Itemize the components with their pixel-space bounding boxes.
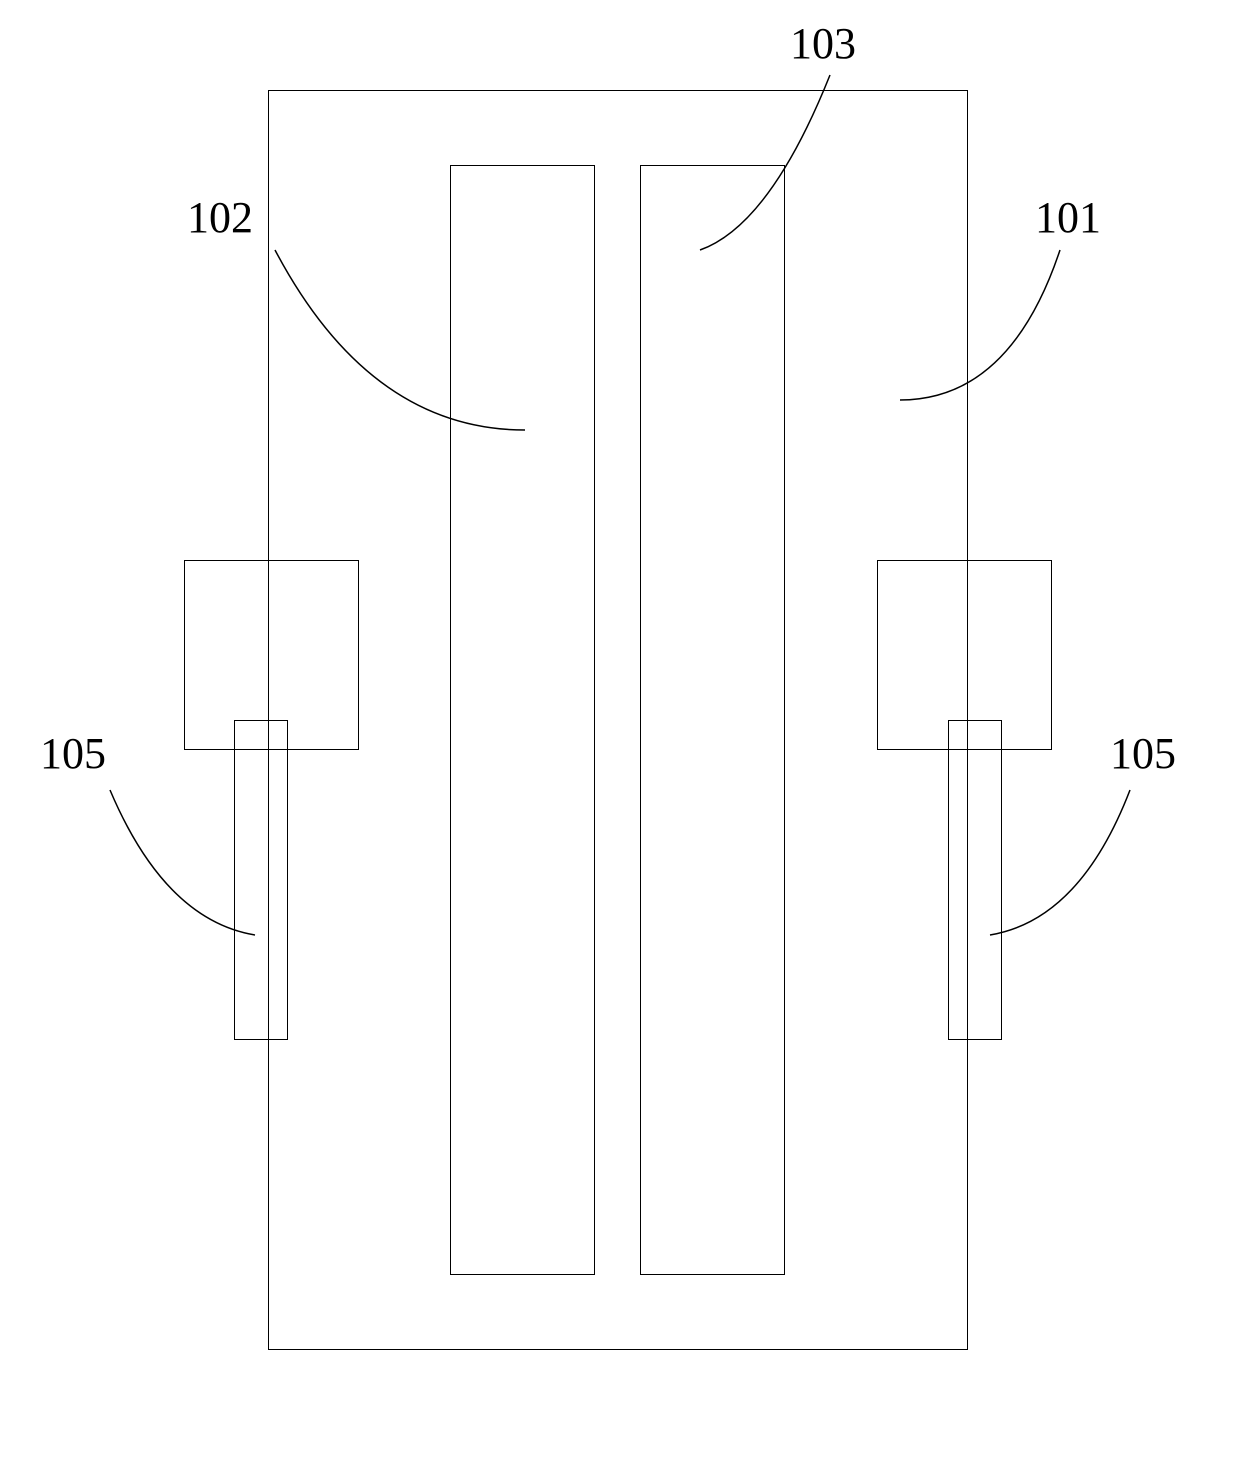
leader-105-right (990, 790, 1130, 935)
outer-rectangle-101 (268, 90, 968, 1350)
label-105-right: 105 (1110, 728, 1176, 779)
attachment-tab-left-105 (234, 720, 288, 1040)
label-105-left: 105 (40, 728, 106, 779)
label-101: 101 (1035, 192, 1101, 243)
label-102: 102 (187, 192, 253, 243)
patent-diagram: 101 102 103 105 105 (0, 0, 1240, 1481)
inner-bar-right-103 (640, 165, 785, 1275)
label-103: 103 (790, 18, 856, 69)
attachment-tab-right-105 (948, 720, 1002, 1040)
inner-bar-left-102 (450, 165, 595, 1275)
